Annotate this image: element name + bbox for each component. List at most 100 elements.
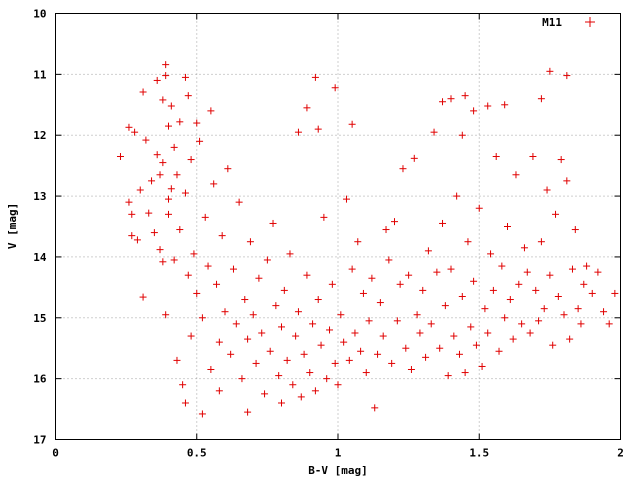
data-point — [458, 292, 466, 300]
data-point — [413, 311, 421, 319]
data-point — [600, 308, 608, 316]
data-point — [374, 350, 382, 358]
data-point — [311, 73, 319, 81]
data-point — [204, 262, 212, 270]
data-point — [554, 292, 562, 300]
data-point — [410, 154, 418, 162]
data-point — [546, 271, 554, 279]
data-point — [128, 232, 136, 240]
data-point — [116, 153, 124, 161]
data-point — [198, 410, 206, 418]
data-point — [498, 262, 506, 270]
data-point — [328, 280, 336, 288]
data-point — [193, 289, 201, 297]
data-point — [540, 305, 548, 313]
data-points — [116, 61, 619, 418]
data-point — [580, 280, 588, 288]
data-point — [520, 244, 528, 252]
data-point — [252, 359, 260, 367]
data-point — [568, 265, 576, 273]
data-point — [159, 258, 167, 266]
data-point — [467, 323, 475, 331]
data-point — [128, 210, 136, 218]
data-point — [187, 332, 195, 340]
data-point — [162, 61, 170, 69]
data-point — [278, 399, 285, 407]
data-point — [342, 195, 350, 203]
data-point — [210, 180, 218, 188]
data-point — [278, 323, 285, 331]
data-point — [275, 372, 283, 380]
data-point — [543, 186, 551, 194]
data-point — [314, 296, 322, 304]
data-point — [365, 317, 373, 325]
data-point — [393, 317, 401, 325]
data-point — [560, 311, 568, 319]
data-point — [244, 408, 252, 416]
data-point — [464, 238, 472, 246]
data-point — [470, 277, 478, 285]
data-point — [331, 84, 339, 92]
data-point — [379, 332, 387, 340]
data-point — [139, 88, 147, 96]
data-point — [484, 329, 492, 337]
data-point — [286, 250, 294, 258]
data-point — [326, 326, 334, 334]
data-point — [153, 151, 161, 159]
data-point — [345, 356, 353, 364]
data-point — [537, 95, 545, 103]
data-point — [506, 296, 514, 304]
data-point — [162, 311, 170, 319]
data-point — [501, 101, 509, 109]
y-tick-label: 13 — [33, 190, 46, 203]
data-point — [563, 177, 571, 185]
data-point — [229, 265, 237, 273]
data-point — [193, 119, 201, 127]
data-point — [396, 280, 404, 288]
data-point — [323, 375, 331, 383]
data-point — [419, 286, 427, 294]
x-tick-label: 1.5 — [469, 447, 489, 460]
data-point — [246, 238, 254, 246]
data-point — [484, 102, 492, 110]
x-axis-label: B-V [mag] — [308, 464, 368, 477]
data-point — [588, 289, 596, 297]
data-point — [255, 274, 263, 282]
data-point — [156, 246, 164, 254]
data-point — [337, 311, 345, 319]
data-point — [357, 347, 365, 355]
data-point — [594, 268, 602, 276]
data-point — [289, 381, 297, 389]
data-point — [549, 341, 557, 349]
data-point — [504, 223, 511, 230]
data-point — [481, 305, 489, 313]
data-point — [196, 137, 204, 145]
y-tick-label: 17 — [33, 434, 46, 447]
data-point — [535, 317, 543, 325]
data-point — [537, 238, 545, 246]
data-point — [218, 232, 226, 240]
data-point — [294, 308, 302, 316]
data-point — [173, 171, 181, 179]
axis-ticks — [55, 13, 621, 440]
data-point — [249, 311, 257, 319]
y-tick-label: 12 — [33, 129, 46, 142]
y-tick-label: 16 — [33, 373, 47, 386]
data-point — [167, 102, 175, 110]
data-point — [303, 271, 311, 279]
data-point — [145, 209, 153, 217]
data-point — [450, 332, 458, 340]
data-point — [388, 359, 396, 367]
data-point — [269, 219, 277, 227]
y-tick-labels: 10 11 12 13 14 15 16 17 — [33, 8, 47, 447]
data-point — [165, 195, 172, 203]
data-point — [317, 341, 325, 349]
data-point — [430, 128, 438, 136]
data-point — [455, 350, 463, 358]
data-point — [359, 289, 367, 297]
data-point — [165, 122, 172, 130]
data-point — [213, 280, 221, 288]
data-point — [133, 236, 141, 244]
data-point — [518, 320, 526, 328]
data-point — [470, 107, 478, 115]
